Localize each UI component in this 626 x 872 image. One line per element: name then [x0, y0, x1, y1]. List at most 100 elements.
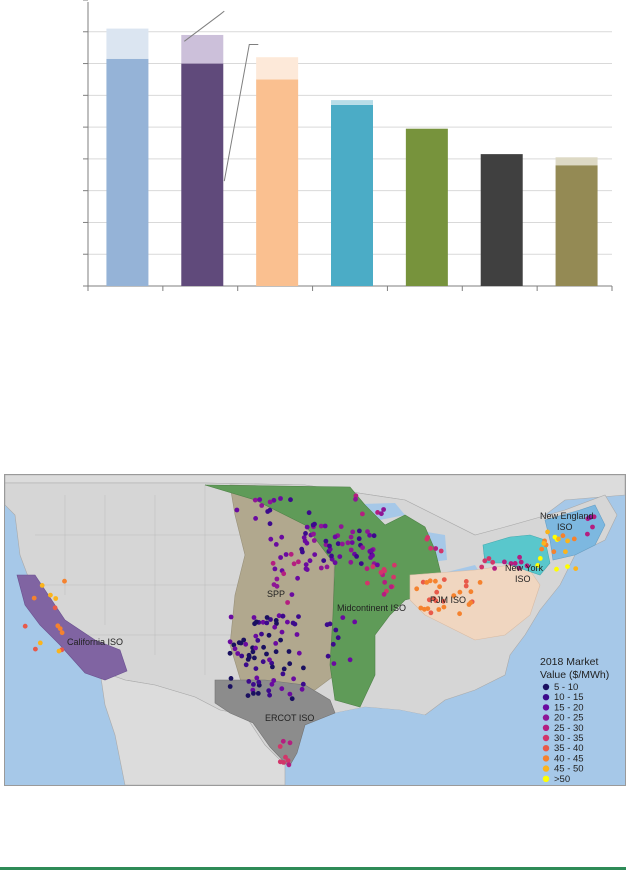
plant-dot	[347, 657, 353, 663]
plant-dot	[323, 538, 329, 544]
plant-dot	[535, 563, 541, 568]
plant-dot	[281, 571, 287, 577]
plant-dot	[251, 682, 256, 687]
plant-dot	[266, 632, 272, 638]
plant-dot	[325, 653, 331, 659]
legend-label: 20 - 25	[554, 713, 584, 724]
legend-label: 35 - 40	[554, 743, 584, 754]
plant-dot	[327, 543, 332, 549]
plant-dot	[56, 648, 62, 654]
label-new-york-iso: New York ISO	[505, 563, 546, 584]
plant-dot	[441, 577, 447, 582]
plant-dot	[252, 621, 257, 627]
plant-dot	[391, 574, 396, 580]
plant-dot	[368, 555, 373, 560]
plant-dot	[260, 619, 266, 625]
plant-dot	[369, 548, 374, 553]
plant-dot	[303, 562, 309, 567]
plant-dot	[291, 676, 296, 682]
plant-dot	[524, 563, 530, 569]
plant-dot	[457, 611, 462, 617]
plant-dot	[286, 649, 292, 654]
plant-dot	[339, 541, 345, 547]
plant-dot	[428, 545, 433, 551]
plant-dot	[371, 533, 377, 539]
plant-dot	[357, 528, 362, 534]
plant-dot	[279, 534, 285, 540]
legend-swatch	[542, 714, 550, 721]
plant-dot	[541, 540, 547, 546]
label-california-iso: California ISO	[67, 637, 123, 647]
legend-swatch	[542, 724, 550, 731]
bar-base	[331, 104, 373, 286]
plant-dot	[335, 635, 341, 641]
plant-dot	[228, 676, 234, 681]
plant-dot	[333, 627, 339, 633]
plant-dot	[271, 582, 277, 587]
plant-dot	[563, 549, 568, 555]
plant-dot	[381, 591, 387, 597]
callout-line-top	[183, 10, 225, 42]
plant-dot	[59, 630, 65, 636]
plant-dot	[279, 629, 285, 635]
plant-dot	[345, 540, 351, 546]
plant-dot	[352, 619, 358, 625]
plant-dot	[277, 744, 283, 749]
plant-dot	[554, 566, 559, 572]
legend-label: 45 - 50	[554, 764, 584, 775]
plant-dot	[273, 618, 279, 623]
plant-dot	[252, 655, 257, 661]
plant-dot	[300, 549, 305, 555]
plant-dot	[264, 651, 269, 657]
bar-base	[405, 128, 448, 286]
plant-dot	[303, 566, 309, 572]
plant-dot	[296, 559, 301, 565]
plant-dot	[288, 551, 294, 557]
plant-dot	[358, 561, 364, 566]
label-new-england-line1: New England	[540, 511, 594, 521]
plant-dot	[585, 531, 590, 537]
plant-dot	[437, 584, 442, 590]
plant-dot	[348, 534, 354, 540]
plant-dot	[304, 540, 310, 546]
plant-dot	[468, 589, 474, 595]
legend-swatch	[542, 734, 550, 742]
plant-dot	[322, 523, 328, 529]
plant-dot	[250, 649, 256, 655]
bar-segment-top	[555, 157, 598, 166]
plant-dot	[288, 497, 293, 503]
plant-dot	[571, 536, 577, 542]
plant-dot	[37, 640, 43, 646]
plant-dot	[251, 691, 256, 696]
plant-dot	[349, 540, 355, 545]
plant-dots	[22, 493, 597, 768]
plant-dot	[370, 564, 376, 570]
plant-dot	[255, 638, 261, 643]
plant-dot	[259, 631, 264, 637]
plant-dot	[278, 555, 283, 560]
plant-dot	[271, 497, 277, 503]
plant-dot	[591, 514, 597, 520]
plant-dot	[285, 758, 291, 763]
plant-dot	[414, 586, 420, 592]
legend-swatch	[542, 765, 550, 772]
plant-dot	[294, 632, 300, 637]
plant-dot	[228, 614, 234, 620]
label-new-york-line2: ISO	[515, 574, 531, 584]
plant-dot	[234, 507, 240, 513]
plant-dot	[243, 641, 249, 647]
plant-dot	[311, 531, 316, 537]
plant-dot	[364, 566, 370, 572]
plant-dot	[243, 662, 249, 668]
legend-label: 25 - 30	[554, 723, 584, 734]
plant-dot	[267, 657, 272, 663]
plant-dot	[22, 623, 28, 629]
plant-dot	[231, 642, 237, 648]
bar-chart-svg	[83, 0, 613, 291]
bar-segment-top	[331, 100, 373, 105]
plant-dot	[285, 619, 290, 625]
plant-dot	[278, 496, 283, 501]
plant-dot	[31, 595, 37, 601]
